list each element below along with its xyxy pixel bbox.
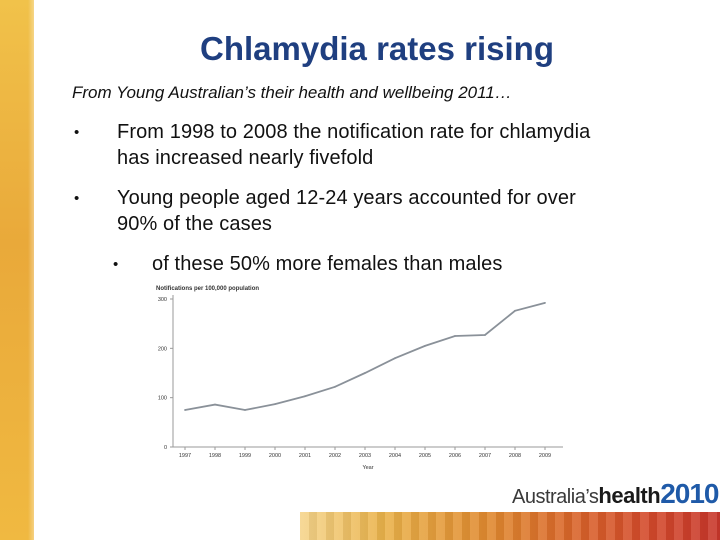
slide-title: Chlamydia rates rising	[200, 30, 554, 67]
x-tick-label: 2005	[419, 453, 431, 459]
data-point	[364, 372, 366, 374]
data-point	[424, 345, 426, 347]
data-point	[394, 357, 396, 360]
bullet-text-2: Young people aged 12-24 years accounted …	[117, 185, 576, 237]
data-point	[274, 403, 276, 405]
y-tick-label: 100	[158, 396, 167, 402]
y-tick-label: 300	[158, 297, 167, 303]
x-tick-label: 2001	[299, 453, 311, 459]
bullet-marker: •	[74, 190, 80, 207]
chart-title: Notifications per 100,000 population	[156, 286, 259, 292]
australias-health-logo: Australia’shealth2010	[512, 478, 720, 510]
logo-text-australias: Australia’s	[512, 486, 599, 508]
series-line	[184, 302, 546, 411]
x-axis-label: Year	[362, 465, 373, 471]
x-tick-label: 1998	[209, 453, 221, 459]
data-point	[244, 409, 246, 411]
logo-text-health: health	[598, 483, 661, 508]
x-tick-label: 1997	[179, 453, 191, 459]
x-tick-label: 2000	[269, 453, 281, 459]
y-tick-label: 200	[158, 346, 167, 352]
data-point	[484, 334, 486, 336]
y-tick-label: 0	[164, 445, 167, 451]
line-chart: Notifications per 100,000 population 0 100…	[156, 286, 563, 471]
x-tick-label: 2004	[389, 453, 401, 459]
data-point	[214, 403, 216, 406]
sub-bullet-marker: •	[113, 256, 119, 273]
data-point	[304, 395, 306, 398]
x-tick-label: 2003	[359, 453, 371, 459]
data-point	[334, 385, 336, 388]
data-point	[184, 409, 186, 411]
logo-text-year: 2010	[660, 478, 719, 509]
left-decorative-strip	[0, 0, 34, 540]
x-tick-label: 2009	[539, 453, 551, 459]
x-tick-label: 1999	[239, 453, 251, 459]
bullet-1-line-1: From 1998 to 2008 the notification rate …	[117, 121, 591, 143]
bottom-decorative-band	[300, 512, 720, 540]
bullet-2-line-2: 90% of the cases	[117, 213, 273, 235]
slide-subtitle: From Young Australian’s their health and…	[72, 83, 512, 102]
bullet-text-1: From 1998 to 2008 the notification rate …	[117, 119, 590, 171]
bullet-2-line-1: Young people aged 12-24 years accounted …	[117, 187, 576, 209]
x-tick-label: 2008	[509, 453, 521, 459]
data-point	[514, 309, 516, 312]
bullet-1-line-2: has increased nearly fivefold	[117, 147, 374, 169]
bullet-marker: •	[74, 124, 80, 141]
x-tick-label: 2006	[449, 453, 461, 459]
x-tick-label: 2007	[479, 453, 491, 459]
x-tick-label: 2002	[329, 453, 341, 459]
sub-bullet-text: of these 50% more females than males	[152, 253, 503, 275]
data-point	[454, 335, 456, 337]
data-point	[544, 302, 546, 304]
